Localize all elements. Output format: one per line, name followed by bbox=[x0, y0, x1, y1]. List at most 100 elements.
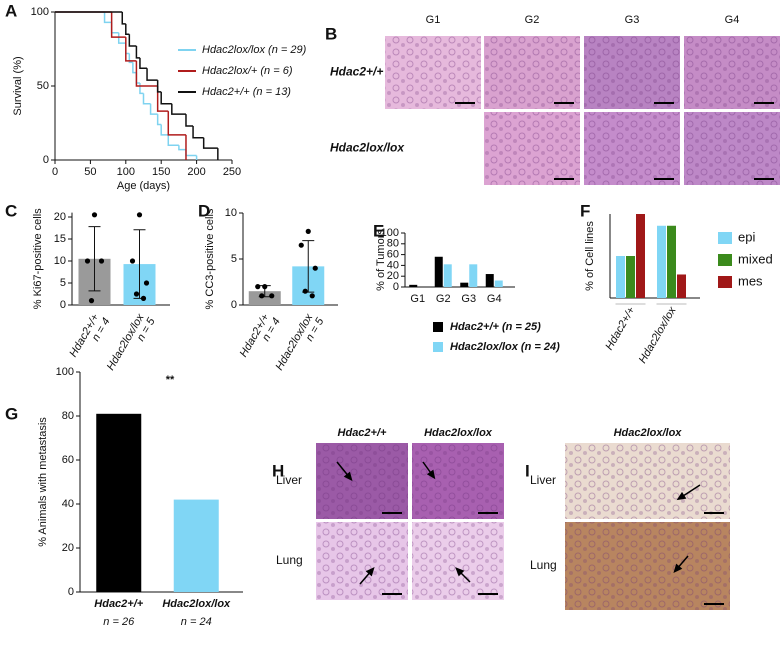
y-tick-label: 80 bbox=[387, 238, 399, 250]
survival-step bbox=[149, 103, 158, 115]
panel-label: C bbox=[5, 201, 17, 220]
y-tick-label: 5 bbox=[60, 277, 66, 289]
x-tick-label: Hdac2lox/lox bbox=[105, 312, 147, 373]
bar bbox=[494, 280, 503, 287]
micrograph-texture bbox=[584, 36, 680, 109]
data-point bbox=[88, 298, 95, 304]
legend-label: Hdac2+/+ (n = 13) bbox=[202, 86, 291, 98]
survival-step bbox=[121, 12, 126, 25]
x-tick-label: G3 bbox=[461, 293, 476, 305]
x-tick-label: Hdac2+/+ bbox=[603, 304, 638, 352]
micrograph-texture bbox=[584, 112, 680, 185]
bar bbox=[626, 256, 635, 298]
micrograph-texture bbox=[412, 522, 504, 600]
survival-step bbox=[185, 149, 197, 157]
row-label: Lung bbox=[530, 558, 557, 572]
survival-step bbox=[139, 83, 144, 95]
survival-step bbox=[146, 68, 158, 81]
y-tick-label: 100 bbox=[381, 227, 399, 239]
legend-swatch bbox=[433, 322, 443, 332]
data-point bbox=[91, 212, 98, 218]
micrograph-texture bbox=[565, 443, 730, 519]
y-axis-label: % Ki67-positive cells bbox=[32, 208, 44, 309]
survival-step bbox=[135, 46, 140, 59]
legend-label: Hdac2+/+ (n = 25) bbox=[450, 321, 541, 333]
y-tick-label: 0 bbox=[393, 281, 399, 293]
arrow-head bbox=[365, 566, 375, 577]
legend-label: mixed bbox=[738, 251, 773, 266]
survival-step bbox=[192, 125, 204, 139]
bar bbox=[469, 264, 478, 287]
data-point bbox=[302, 288, 308, 294]
data-point bbox=[305, 228, 311, 234]
survival-step bbox=[185, 114, 194, 127]
bar bbox=[616, 256, 625, 298]
survival-step bbox=[132, 62, 137, 74]
micrograph-texture bbox=[684, 112, 780, 185]
panel-label: I bbox=[525, 461, 530, 480]
x-tick-label: 250 bbox=[223, 166, 241, 178]
bar bbox=[460, 282, 469, 287]
arrow-head bbox=[676, 491, 687, 501]
survival-step bbox=[125, 23, 130, 35]
y-tick-label: 60 bbox=[387, 249, 399, 261]
y-tick-label: 20 bbox=[54, 211, 66, 223]
bar bbox=[96, 413, 142, 592]
column-header: Hdac2lox/lox bbox=[614, 427, 683, 439]
survival-step bbox=[167, 134, 179, 146]
group-size: n = 26 bbox=[103, 616, 135, 628]
x-tick-label: G2 bbox=[436, 293, 451, 305]
group-size: n = 24 bbox=[181, 616, 212, 628]
panel-label: B bbox=[325, 24, 337, 43]
survival-step bbox=[171, 103, 186, 115]
survival-step bbox=[160, 91, 172, 105]
row-label: Lung bbox=[276, 553, 303, 567]
y-tick-label: 0 bbox=[60, 299, 66, 311]
x-tick-label: 100 bbox=[117, 166, 135, 178]
y-tick-label: 20 bbox=[387, 270, 399, 282]
data-point bbox=[309, 293, 315, 299]
survival-step bbox=[202, 137, 218, 149]
bar bbox=[636, 214, 645, 298]
legend-swatch bbox=[433, 342, 443, 352]
legend-swatch bbox=[718, 254, 732, 266]
data-point bbox=[259, 293, 265, 299]
data-point bbox=[129, 258, 136, 264]
legend-label: Hdac2lox/lox (n = 24) bbox=[450, 341, 560, 353]
data-point bbox=[133, 291, 140, 297]
legend-label: Hdac2lox/+ (n = 6) bbox=[202, 65, 293, 77]
x-tick-label: 0 bbox=[52, 166, 58, 178]
data-point bbox=[143, 280, 150, 286]
x-tick-label: 200 bbox=[187, 166, 205, 178]
legend-label: Hdac2lox/lox (n = 29) bbox=[202, 44, 307, 56]
legend-label: mes bbox=[738, 273, 763, 288]
survival-step bbox=[103, 12, 112, 24]
y-tick-label: 10 bbox=[225, 207, 237, 219]
data-point bbox=[84, 258, 91, 264]
column-header: G3 bbox=[625, 14, 640, 26]
error-bar bbox=[88, 226, 101, 292]
survival-step bbox=[135, 60, 158, 87]
x-tick-label: G4 bbox=[487, 293, 502, 305]
y-tick-label: 50 bbox=[37, 80, 49, 92]
data-point bbox=[98, 258, 105, 264]
y-axis-label: % of Tumors bbox=[375, 229, 387, 291]
survival-step bbox=[110, 22, 119, 34]
x-tick-label: Hdac2lox/lox bbox=[162, 598, 231, 610]
row-label: Liver bbox=[276, 473, 302, 487]
x-tick-label: 50 bbox=[84, 166, 96, 178]
survival-step bbox=[156, 86, 169, 112]
bar bbox=[657, 225, 666, 298]
column-header: G2 bbox=[525, 14, 540, 26]
y-tick-label: 0 bbox=[68, 586, 74, 598]
micrograph-texture bbox=[316, 522, 408, 600]
y-tick-label: 100 bbox=[31, 6, 49, 18]
y-tick-label: 40 bbox=[387, 259, 399, 271]
x-tick-label: Hdac2+/+ bbox=[94, 598, 143, 610]
micrograph-texture bbox=[484, 36, 580, 109]
micrograph-texture bbox=[484, 112, 580, 185]
bar bbox=[485, 274, 494, 287]
y-tick-label: 20 bbox=[62, 542, 74, 554]
x-axis-label: Age (days) bbox=[117, 180, 170, 192]
data-point bbox=[136, 212, 143, 218]
